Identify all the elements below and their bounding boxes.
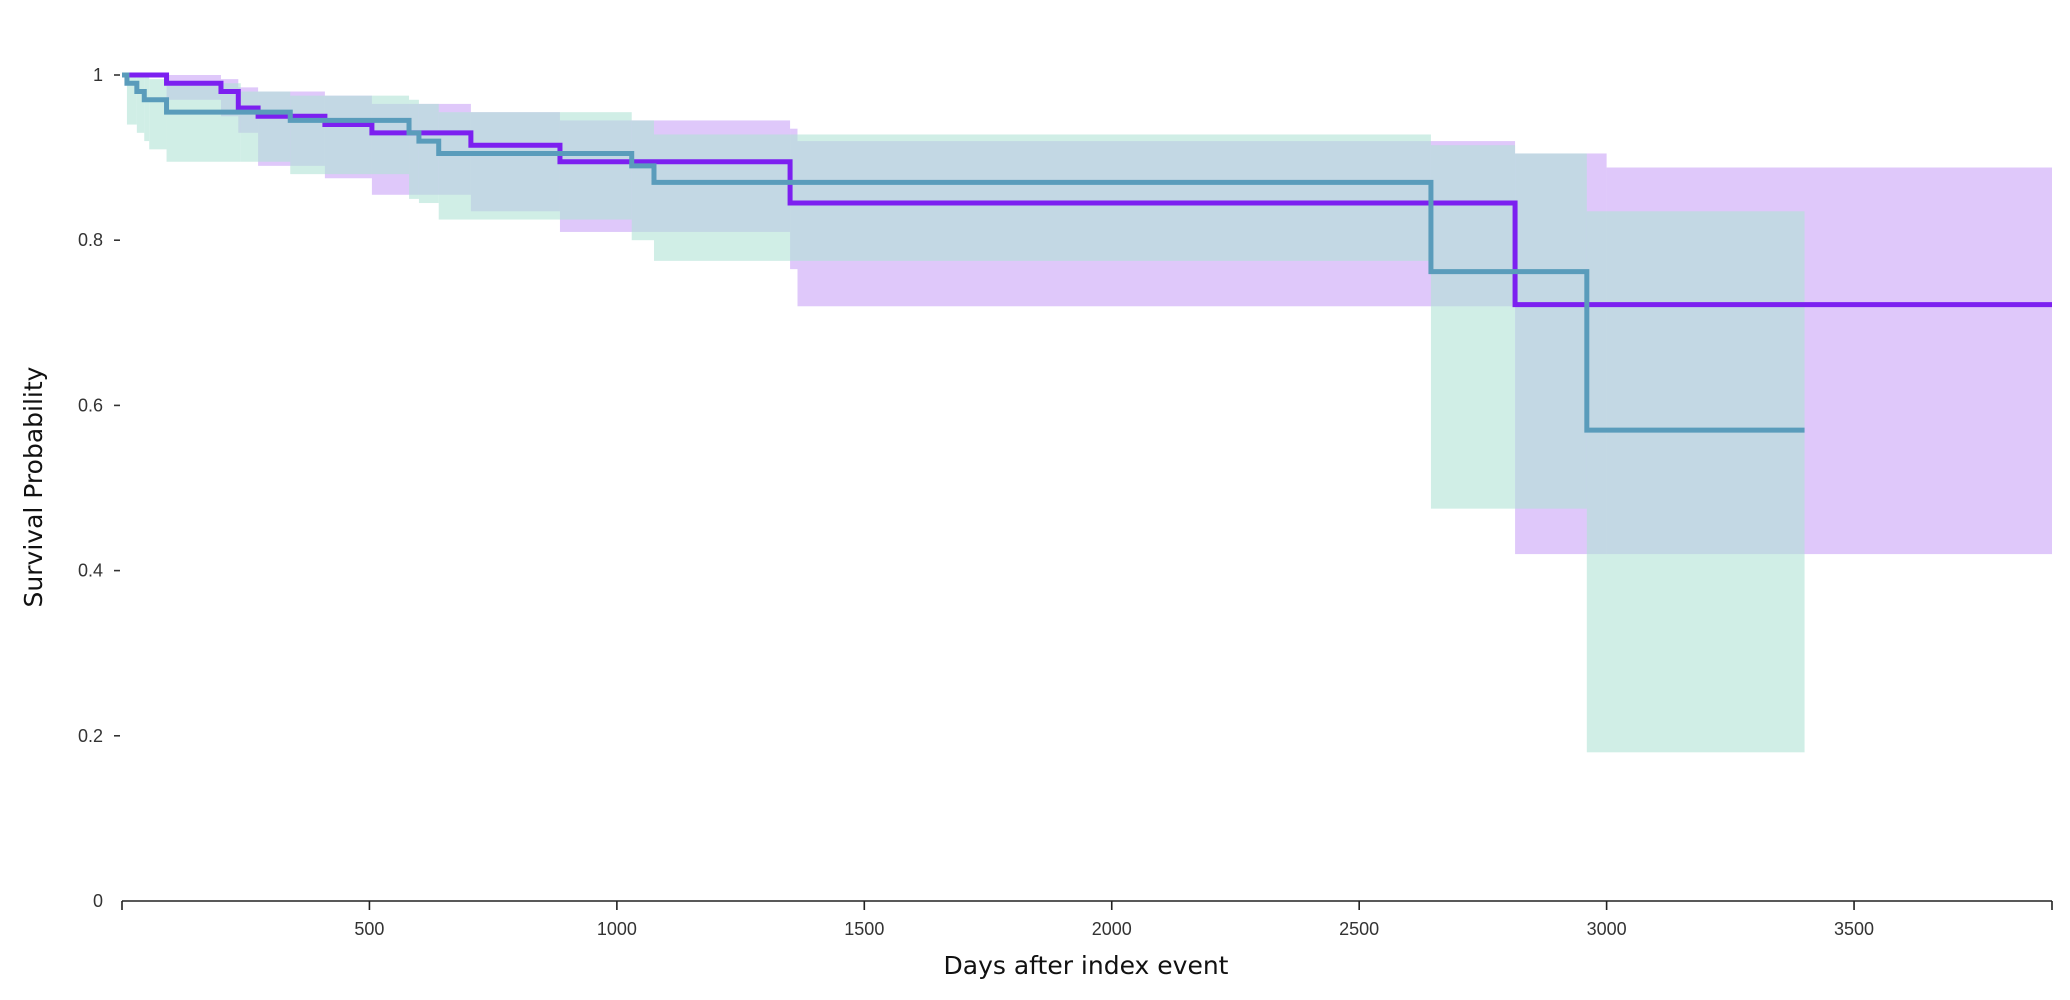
- series-2-ci-band: [1430, 145, 1516, 509]
- series-2-ci-band: [653, 134, 1431, 261]
- y-tick-label: 1: [93, 65, 103, 85]
- x-tick-label: 500: [354, 919, 384, 939]
- x-tick-label: 2000: [1092, 919, 1132, 939]
- series-2-ci-band: [136, 75, 145, 133]
- x-tick-label: 3000: [1587, 919, 1627, 939]
- y-tick-label: 0.8: [78, 230, 103, 250]
- y-axis: 0 0.2 0.4 0.6 0.8 1: [78, 65, 120, 911]
- y-tick-label: 0.6: [78, 395, 103, 415]
- series-2-ci-band: [1515, 153, 1587, 509]
- x-axis: 500 1000 1500 2000 2500 3000 3500: [121, 900, 2053, 939]
- series-2-ci-band: [409, 99, 419, 199]
- x-tick-label: 2500: [1339, 919, 1379, 939]
- series-2-survival-curve: [122, 72, 1805, 433]
- series-2-ci-band: [126, 75, 137, 125]
- series-2-ci-band: [144, 75, 150, 142]
- series-2-ci-band: [418, 103, 439, 204]
- series-2-ci-band: [631, 120, 654, 241]
- confidence-bands: [126, 75, 2052, 753]
- series-2-ci-band: [438, 112, 632, 220]
- survival-curves: [122, 72, 2052, 433]
- x-tick-label: 3500: [1834, 919, 1874, 939]
- series-2-ci-band: [166, 83, 241, 162]
- y-tick-label: 0: [93, 891, 103, 911]
- series-2-ci-band: [149, 79, 167, 150]
- x-tick-label: 1000: [597, 919, 637, 939]
- y-tick-label: 0.2: [78, 726, 103, 746]
- y-tick-label: 0.4: [78, 561, 103, 581]
- x-tick-label: 1500: [844, 919, 884, 939]
- series-1-survival-curve: [122, 72, 2052, 308]
- series-2-ci-band: [1586, 211, 1805, 753]
- series-2-ci-band: [240, 91, 291, 162]
- x-axis-title: Days after index event: [944, 951, 1229, 980]
- y-axis-title: Survival Probability: [19, 366, 48, 607]
